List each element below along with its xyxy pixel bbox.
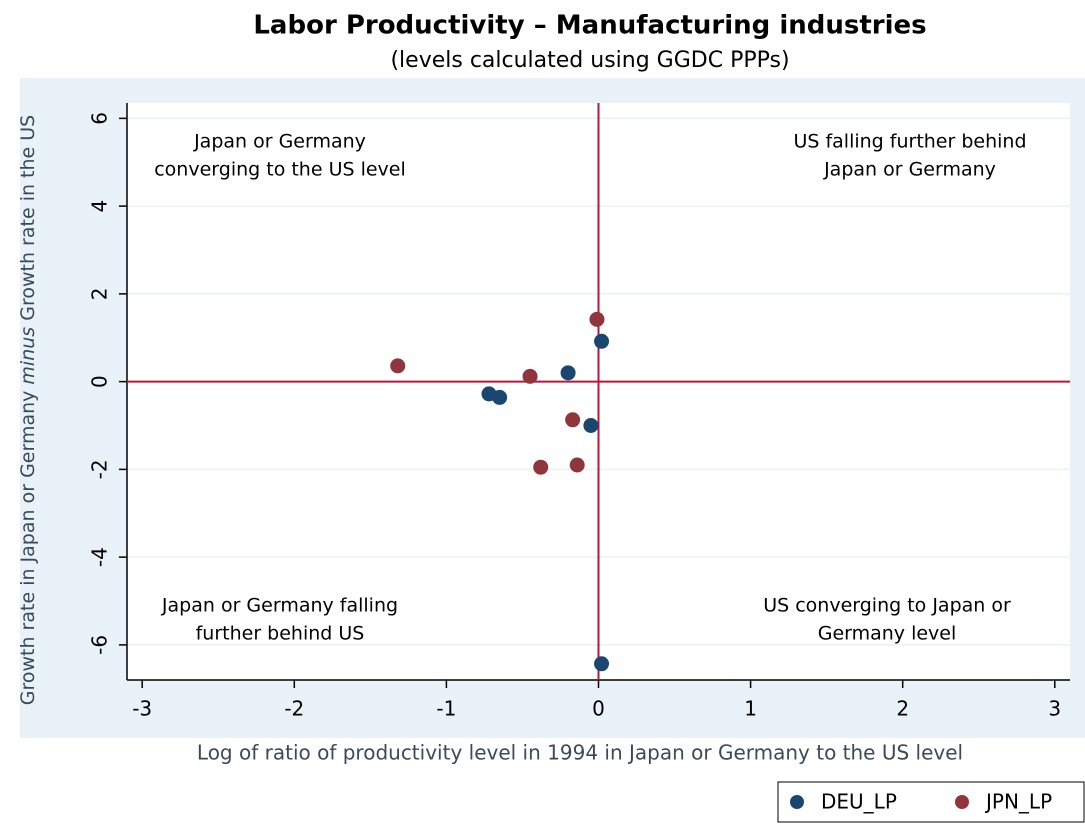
quadrant-annotation: Japan or Germany [823,159,996,181]
y-tick-label: -2 [88,459,112,479]
chart-title: Labor Productivity – Manufacturing indus… [253,11,926,41]
x-tick-label: 1 [744,697,757,721]
quadrant-annotation: Japan or Germany [193,131,366,153]
legend-label: JPN_LP [984,790,1052,814]
legend-box [777,781,1085,823]
x-tick-label: 2 [896,697,909,721]
y-tick-label: 4 [88,200,112,213]
scatter-point [560,365,576,381]
quadrant-annotation: US falling further behind [793,131,1026,153]
y-axis-label-part: Growth rate in the US [17,115,39,327]
scatter-point [390,358,406,374]
legend-label: DEU_LP [821,790,897,814]
y-axis-label-part: Growth rate in Japan or Germany [17,385,39,706]
x-tick-label: -3 [132,697,152,721]
quadrant-annotation: Germany level [818,623,957,645]
y-tick-label: 6 [88,112,112,125]
x-tick-label: 0 [592,697,605,721]
scatter-point [569,457,585,473]
quadrant-annotation: US converging to Japan or [763,595,1011,617]
y-axis-label-part: minus [17,327,39,385]
y-tick-label: 2 [88,288,112,301]
quadrant-annotation: converging to the US level [154,159,406,181]
y-tick-label: -6 [88,635,112,655]
y-tick-label: 0 [88,375,112,388]
y-tick-label: -4 [88,547,112,567]
scatter-point [492,389,508,405]
x-tick-label: -2 [284,697,304,721]
scatter-point [583,418,599,434]
scatter-point [594,333,610,349]
scatter-point [565,412,581,428]
x-tick-label: 3 [1048,697,1061,721]
scatter-point [522,368,538,384]
scatter-point [533,459,549,475]
scatter-point [589,311,605,327]
quadrant-annotation: further behind US [196,623,365,645]
legend-marker [790,795,804,809]
scatter-point [594,656,610,672]
x-axis-label: Log of ratio of productivity level in 19… [197,741,963,765]
y-axis-label: Growth rate in Japan or Germany minus Gr… [17,115,39,706]
x-tick-label: -1 [436,697,456,721]
chart-subtitle: (levels calculated using GGDC PPPs) [390,48,789,73]
quadrant-annotation: Japan or Germany falling [161,595,398,617]
legend-marker [955,795,969,809]
